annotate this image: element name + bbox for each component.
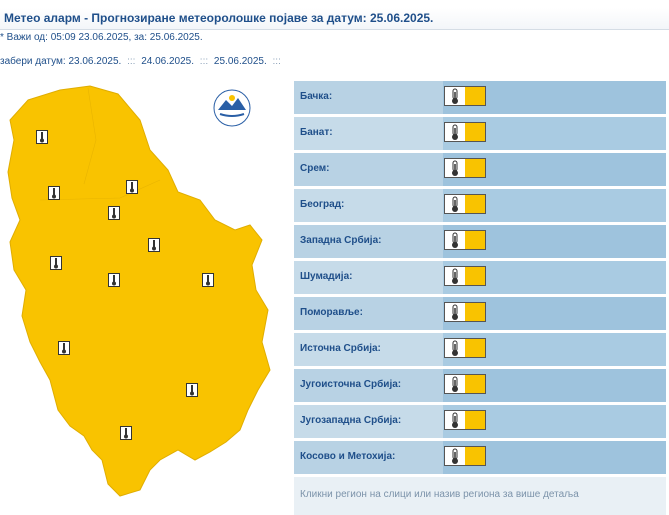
thermometer-icon [445,411,466,429]
thermometer-icon [445,267,466,285]
warning-indicator[interactable] [444,302,486,322]
date-link-1[interactable]: 23.06.2025. [68,56,122,67]
region-table: Бачка: Банат: Срем: Београд: Западна Србија:… [294,81,666,515]
region-name-link[interactable]: Поморавље: [300,307,363,318]
date-selector: забери датум: 23.06.2025. ::: 24.06.2025… [0,56,284,67]
region-row[interactable]: Југоисточна Србија: [294,369,666,405]
map-thermometer-icon[interactable] [108,273,120,287]
region-row[interactable]: Београд: [294,189,666,225]
warning-level-yellow [465,195,485,213]
warning-indicator[interactable] [444,338,486,358]
region-name-link[interactable]: Шумадија: [300,271,353,282]
region-name-link[interactable]: Бачка: [300,91,333,102]
map-thermometer-icon[interactable] [108,206,120,220]
region-name-link[interactable]: Београд: [300,199,345,210]
region-name-link[interactable]: Западна Србија: [300,235,382,246]
map-thermometer-icon[interactable] [120,426,132,440]
thermometer-icon [445,447,466,465]
date-separator: ::: [199,56,209,67]
table-footer: Кликни регион на слици или назив региона… [294,477,666,515]
thermometer-icon [445,87,466,105]
region-row[interactable]: Срем: [294,153,666,189]
warning-indicator[interactable] [444,122,486,142]
region-name-link[interactable]: Југозападна Србија: [300,415,402,426]
region-name-link[interactable]: Банат: [300,127,333,138]
warning-level-yellow [465,123,485,141]
warning-level-yellow [465,159,485,177]
date-selector-label: забери датум: [0,56,66,67]
region-row[interactable]: Југозападна Србија: [294,405,666,441]
region-row[interactable]: Банат: [294,117,666,153]
warning-level-yellow [465,447,485,465]
warning-level-yellow [465,375,485,393]
region-name-link[interactable]: Југоисточна Србија: [300,379,402,390]
thermometer-icon [445,159,466,177]
warning-level-yellow [465,267,485,285]
warning-level-yellow [465,339,485,357]
map-thermometer-icon[interactable] [148,238,160,252]
thermometer-icon [445,339,466,357]
region-row[interactable]: Бачка: [294,81,666,117]
thermometer-icon [445,303,466,321]
warning-indicator[interactable] [444,374,486,394]
serbia-map-shape[interactable] [7,85,271,497]
validity-text: * Важи од: 05:09 23.06.2025, за: 25.06.2… [0,32,203,43]
warning-indicator[interactable] [444,446,486,466]
region-row[interactable]: Косово и Метохија: [294,441,666,477]
warning-indicator[interactable] [444,230,486,250]
thermometer-icon [445,195,466,213]
map-thermometer-icon[interactable] [126,180,138,194]
thermometer-icon [445,375,466,393]
warning-indicator[interactable] [444,86,486,106]
warning-indicator[interactable] [444,158,486,178]
warning-indicator[interactable] [444,410,486,430]
region-row[interactable]: Шумадија: [294,261,666,297]
warning-indicator[interactable] [444,266,486,286]
map-thermometer-icon[interactable] [186,383,198,397]
rhmz-logo [213,89,251,127]
date-link-2[interactable]: 24.06.2025. [141,56,195,67]
map-thermometer-icon[interactable] [50,256,62,270]
region-name-link[interactable]: Источна Србија: [300,343,381,354]
warning-level-yellow [465,87,485,105]
warning-indicator[interactable] [444,194,486,214]
date-separator: ::: [272,56,281,67]
region-name-link[interactable]: Косово и Метохија: [300,451,396,462]
map-thermometer-icon[interactable] [202,273,214,287]
thermometer-icon [445,123,466,141]
date-link-3[interactable]: 25.06.2025. [213,56,267,67]
warning-level-yellow [465,303,485,321]
page-title: Метео аларм - Прогнозиране метеоролошке … [0,8,669,30]
date-separator: ::: [127,56,136,67]
hint-text: Кликни регион на слици или назив региона… [300,489,579,500]
map-thermometer-icon[interactable] [36,130,48,144]
thermometer-icon [445,231,466,249]
warning-level-yellow [465,231,485,249]
region-row[interactable]: Западна Србија: [294,225,666,261]
map-thermometer-icon[interactable] [58,341,70,355]
region-name-link[interactable]: Срем: [300,163,330,174]
warning-level-yellow [465,411,485,429]
region-row[interactable]: Поморавље: [294,297,666,333]
serbia-map[interactable] [0,80,290,498]
map-thermometer-icon[interactable] [48,186,60,200]
region-row[interactable]: Источна Србија: [294,333,666,369]
